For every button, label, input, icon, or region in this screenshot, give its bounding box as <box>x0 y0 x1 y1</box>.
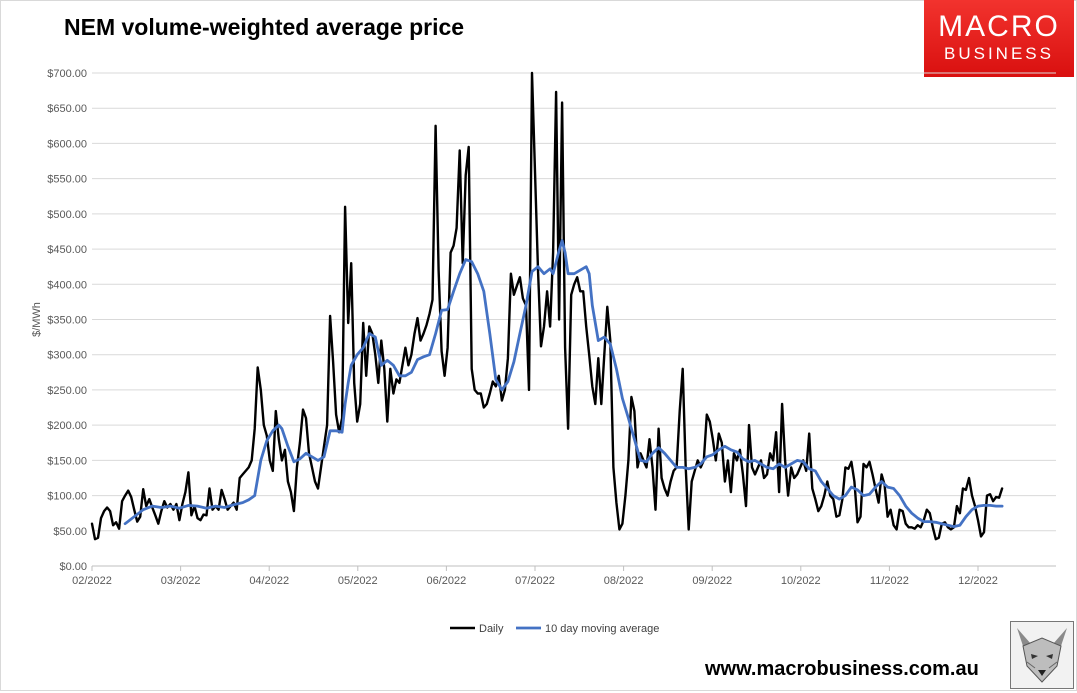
x-tick-label: 04/2022 <box>249 575 289 587</box>
y-tick-label: $650.00 <box>47 103 87 115</box>
y-tick-label: $700.00 <box>47 68 87 80</box>
website-url: www.macrobusiness.com.au <box>705 658 979 680</box>
y-tick-label: $0.00 <box>59 561 87 573</box>
chart-title: NEM volume-weighted average price <box>64 14 465 40</box>
y-tick-label: $150.00 <box>47 455 87 467</box>
macrobusiness-logo: MACRO BUSINESS <box>924 0 1074 77</box>
y-tick-label: $400.00 <box>47 279 87 291</box>
x-tick-label: 05/2022 <box>338 575 378 587</box>
x-tick-label: 11/2022 <box>870 575 909 587</box>
x-tick-label: 06/2022 <box>427 575 467 587</box>
x-tick-label: 08/2022 <box>604 575 644 587</box>
logo-line-1: MACRO <box>938 10 1060 43</box>
y-tick-label: $450.00 <box>47 244 87 256</box>
legend-label: Daily <box>479 623 504 635</box>
x-tick-label: 03/2022 <box>161 575 201 587</box>
y-tick-label: $250.00 <box>47 385 87 397</box>
y-tick-label: $50.00 <box>53 526 87 538</box>
y-tick-label: $350.00 <box>47 315 87 327</box>
series-line-moving-average <box>123 239 1004 528</box>
series-line-daily <box>90 71 1004 541</box>
legend-label: 10 day moving average <box>545 623 659 635</box>
x-tick-label: 07/2022 <box>515 575 555 587</box>
y-tick-label: $600.00 <box>47 138 87 150</box>
logo-line-2: BUSINESS <box>944 44 1054 63</box>
y-tick-label: $300.00 <box>47 350 87 362</box>
y-tick-label: $200.00 <box>47 420 87 432</box>
y-tick-label: $100.00 <box>47 491 87 503</box>
x-tick-label: 12/2022 <box>958 575 998 587</box>
x-tick-label: 10/2022 <box>781 575 821 587</box>
y-tick-label: $550.00 <box>47 174 87 186</box>
wolf-logo-icon <box>1010 621 1074 689</box>
y-axis-label: $/MWh <box>31 302 43 337</box>
x-tick-label: 02/2022 <box>72 575 112 587</box>
y-tick-label: $500.00 <box>47 209 87 221</box>
x-tick-label: 09/2022 <box>692 575 732 587</box>
